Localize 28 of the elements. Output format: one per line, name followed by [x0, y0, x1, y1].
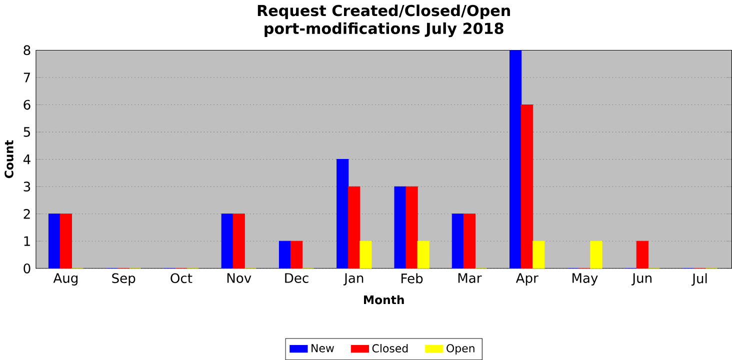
- x-tick-label: Feb: [402, 273, 423, 284]
- legend-label: Closed: [372, 344, 408, 352]
- x-tick-label: Dec: [285, 273, 308, 283]
- y-tick-label: 7: [24, 72, 30, 82]
- x-tick-label: Jan: [343, 273, 364, 286]
- x-tick-label: Jun: [632, 273, 652, 286]
- x-tick-label: May: [572, 273, 598, 286]
- chart-title: Request Created/Closed/Open: [258, 4, 510, 20]
- chart-subtitle: port-modifications July 2018: [264, 22, 504, 38]
- y-tick-label: 1: [24, 236, 30, 246]
- x-tick-label: Jul: [691, 273, 707, 286]
- y-axis-title: Count: [4, 140, 14, 178]
- y-tick-label: 5: [24, 127, 30, 137]
- x-tick-label: Apr: [516, 273, 538, 286]
- y-tick-label: 4: [23, 154, 30, 164]
- y-tick-label: 8: [24, 45, 30, 56]
- x-tick-label: Oct: [170, 273, 192, 284]
- x-tick-label: Nov: [227, 273, 252, 283]
- x-axis-title: Month: [364, 295, 404, 304]
- x-tick-label: Sep: [112, 273, 136, 286]
- legend-label: New: [312, 344, 334, 352]
- x-tick-label: Mar: [458, 273, 482, 283]
- y-tick-label: 6: [24, 100, 30, 110]
- x-tick-label: Aug: [53, 273, 78, 286]
- y-tick-label: 0: [24, 263, 30, 274]
- y-tick-label: 3: [24, 182, 30, 192]
- y-tick-label: 2: [24, 208, 30, 219]
- legend-label: Open: [446, 344, 474, 354]
